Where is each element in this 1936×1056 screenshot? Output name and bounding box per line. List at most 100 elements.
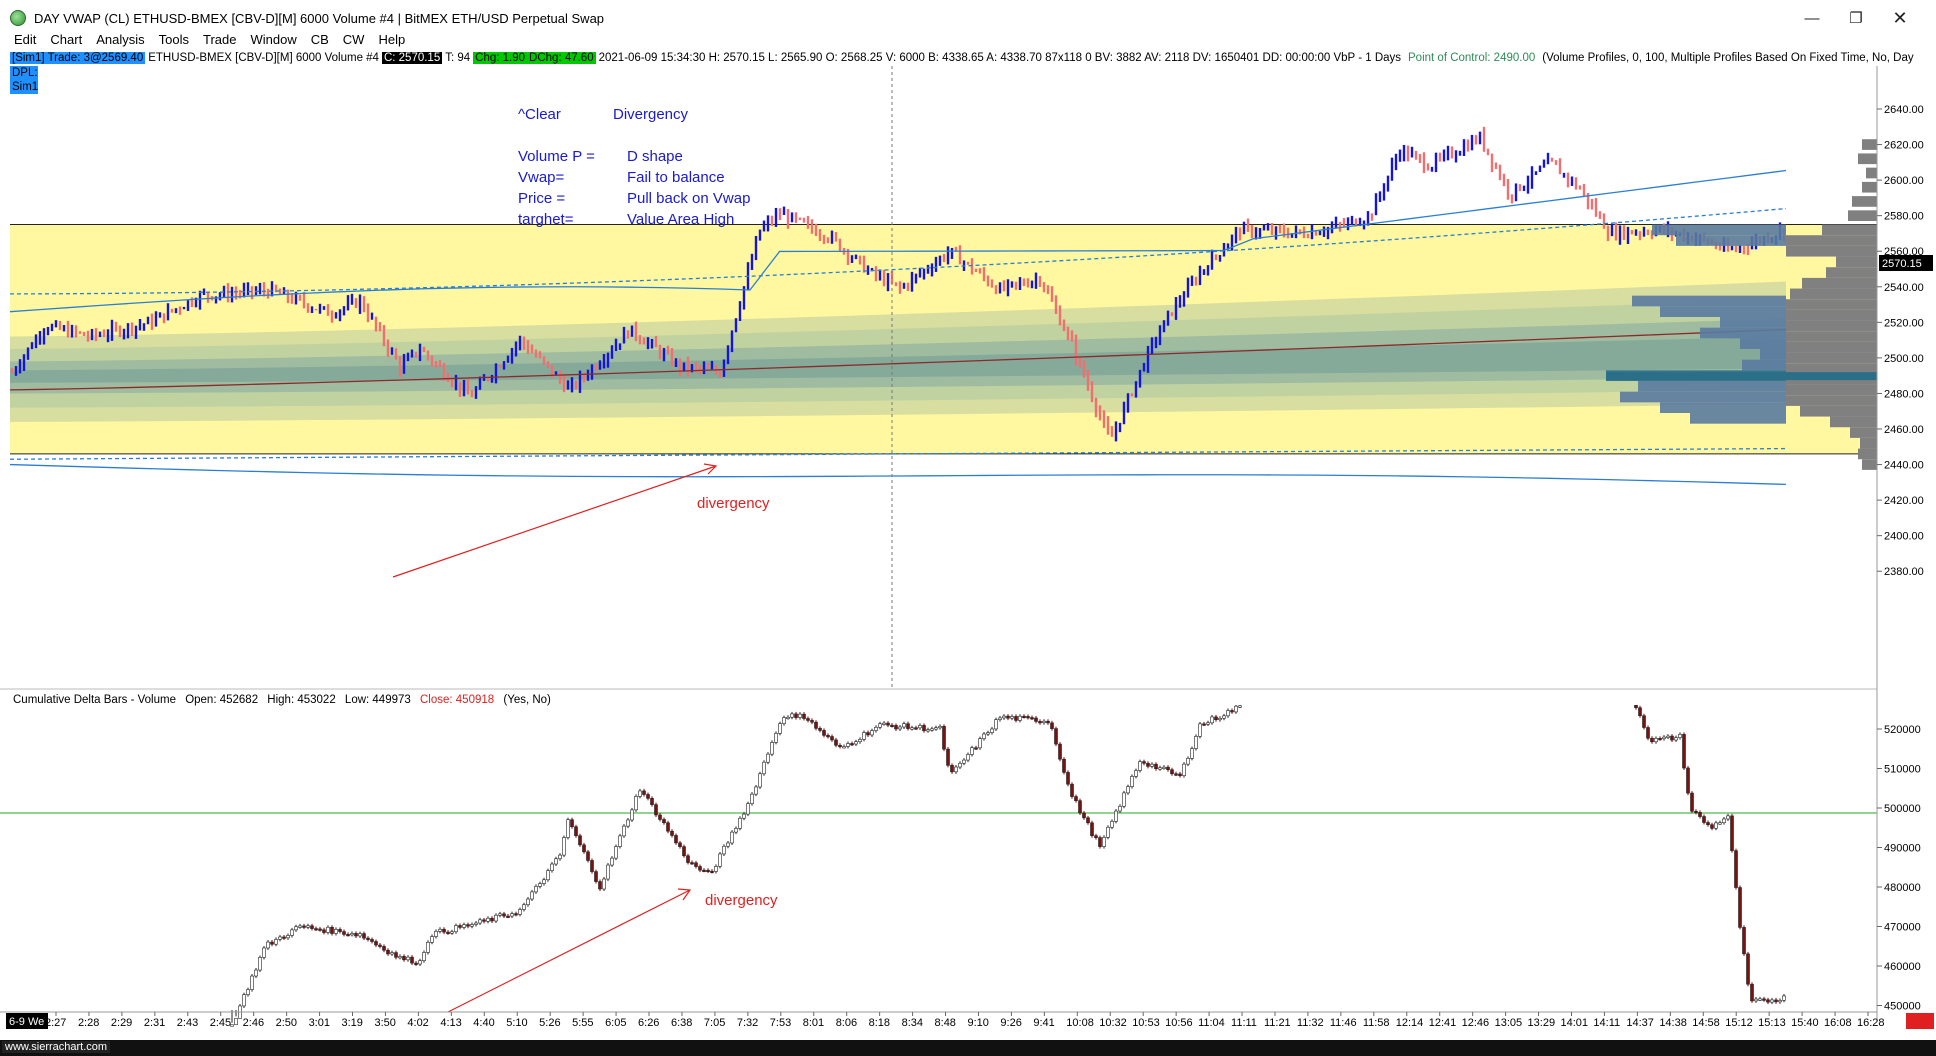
volume-profile-bar — [1786, 299, 1877, 310]
delta-bar — [622, 825, 626, 837]
delta-bar — [1014, 716, 1018, 721]
volume-profile-bar — [1786, 395, 1877, 406]
delta-bar — [374, 941, 378, 946]
time-tick-label: 2:43 — [177, 1017, 198, 1029]
cumulative-delta-bars — [230, 704, 1786, 1027]
delta-bar — [1002, 715, 1006, 719]
time-axis-scroll-marker[interactable] — [1906, 1013, 1934, 1029]
delta-tick-label: 460000 — [1884, 961, 1921, 973]
delta-bar — [518, 909, 522, 915]
time-axis[interactable]: 2:27 2:28 2:29 2:31 2:43 2:45 2:46 2:50 3:01 3:19… — [45, 1012, 1885, 1029]
time-tick-label: 3:19 — [342, 1017, 363, 1029]
volume-profile-bar — [1786, 309, 1877, 321]
delta-bar — [358, 933, 362, 937]
price-axis[interactable]: 2640.002620.002600.002580.002560.002540.… — [1877, 104, 1924, 578]
delta-bar — [982, 733, 986, 739]
delta-bar — [794, 713, 798, 718]
delta-bar — [406, 956, 410, 961]
sim-trade-badge[interactable]: [Sim1] Trade: 3@2569.40 — [10, 52, 146, 64]
session-profile-bar — [1660, 402, 1786, 414]
price-divergency-arrow[interactable] — [392, 465, 717, 578]
delta-bar — [1222, 715, 1226, 719]
delta-bar — [1194, 736, 1198, 749]
close-icon[interactable]: ✕ — [1892, 7, 1908, 28]
time-tick-label: 10:56 — [1165, 1017, 1193, 1029]
time-tick-label: 12:46 — [1462, 1017, 1490, 1029]
delta-axis[interactable]: 520000 510000 500000 490000 480000 470000 4600… — [1877, 724, 1921, 1013]
session-profile-bar — [1690, 413, 1786, 424]
price-tick-label: 2620.00 — [1884, 140, 1924, 152]
delta-bar — [674, 835, 678, 844]
menu-window[interactable]: Window — [250, 32, 297, 47]
delta-bar — [698, 866, 702, 871]
delta-bar — [1134, 770, 1138, 777]
menu-tools[interactable]: Tools — [158, 32, 189, 47]
time-tick-label: 8:48 — [935, 1017, 956, 1029]
delta-bar — [1026, 716, 1030, 719]
delta-bar — [666, 822, 670, 832]
delta-tick-label: 510000 — [1884, 764, 1921, 776]
price-divergency-arrowhead — [703, 463, 718, 475]
delta-bar — [646, 794, 650, 799]
session-profile-bar — [1760, 349, 1786, 360]
date-label: 6-9 We — [9, 1016, 44, 1028]
delta-bar — [274, 939, 278, 945]
delta-bar — [434, 931, 438, 937]
delta-bar — [470, 924, 474, 927]
delta-bar — [834, 739, 838, 746]
delta-bar — [1162, 766, 1166, 769]
delta-bar — [814, 721, 818, 729]
delta-bar — [1686, 767, 1690, 794]
delta-bar — [602, 878, 606, 890]
time-tick-label: 11:04 — [1198, 1017, 1225, 1029]
delta-bar — [510, 913, 514, 917]
delta-bar — [290, 929, 294, 936]
delta-bar — [1770, 999, 1774, 1003]
minimize-icon[interactable]: — — [1804, 9, 1820, 27]
time-tick-label: 8:06 — [836, 1017, 857, 1029]
delta-bar — [578, 835, 582, 846]
delta-bar — [1110, 821, 1114, 828]
delta-bar — [1702, 816, 1706, 823]
delta-bar — [766, 753, 770, 763]
delta-bar — [1218, 717, 1222, 721]
menu-analysis[interactable]: Analysis — [96, 32, 145, 47]
window-title: DAY VWAP (CL) ETHUSD-BMEX [CBV-D][M] 600… — [34, 10, 605, 26]
delta-bar — [342, 931, 346, 935]
time-tick-label: 7:32 — [737, 1017, 758, 1029]
delta-bar — [390, 952, 394, 955]
delta-bar — [1042, 720, 1046, 724]
menu-help[interactable]: Help — [378, 32, 406, 47]
dpl-badge[interactable]: DPL: Sim1 — [10, 66, 38, 94]
menu-cb[interactable]: CB — [310, 32, 329, 47]
session-profile-bar — [1652, 224, 1786, 236]
vwap-upper-line — [9, 169, 1787, 313]
delta-bar — [842, 746, 846, 749]
delta-bar — [1726, 815, 1730, 820]
delta-bar — [298, 925, 302, 928]
delta-bar — [874, 726, 878, 731]
delta-bar — [974, 747, 978, 750]
delta-bar — [1782, 995, 1786, 1001]
menu-trade[interactable]: Trade — [202, 32, 237, 47]
delta-bar — [306, 925, 310, 928]
maximize-icon[interactable]: ❐ — [1849, 10, 1863, 27]
menu-cw[interactable]: CW — [342, 32, 365, 47]
session-profile-bar — [1720, 317, 1786, 328]
delta-bar — [1670, 735, 1674, 741]
delta-bar — [594, 871, 598, 882]
delta-bar — [546, 870, 550, 881]
delta-bar — [658, 814, 662, 820]
delta-bar — [618, 835, 622, 847]
delta-bar — [606, 864, 610, 880]
delta-bar — [1230, 710, 1234, 713]
time-tick-label: 11:21 — [1264, 1017, 1291, 1029]
menu-edit[interactable]: Edit — [14, 32, 37, 47]
menu-chart[interactable]: Chart — [50, 32, 83, 47]
delta-bar — [1774, 999, 1778, 1003]
time-tick-label: 14:11 — [1593, 1017, 1620, 1029]
delta-study-title: Cumulative Delta Bars - Volume Open: 452… — [13, 694, 551, 706]
delta-divergency-arrow[interactable] — [447, 889, 691, 1013]
delta-bar — [1762, 998, 1766, 1001]
